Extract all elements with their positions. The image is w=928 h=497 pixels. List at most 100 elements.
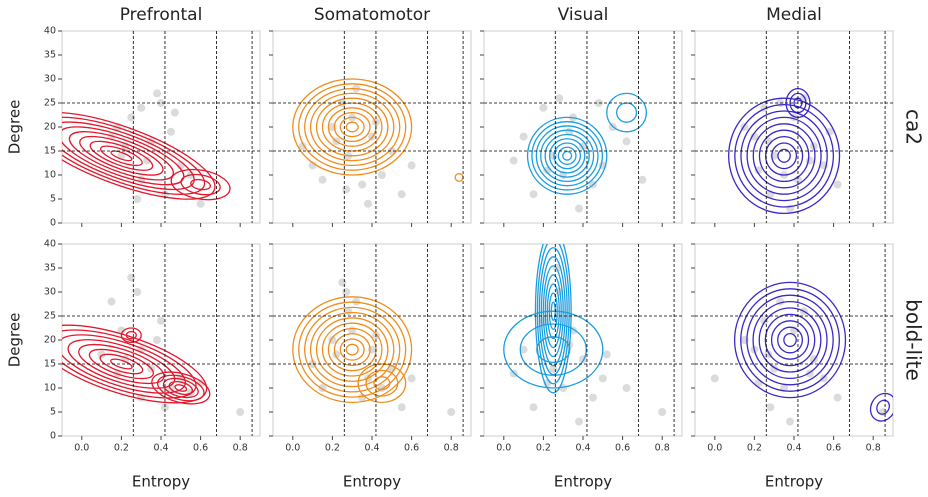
x-tick-label: 0.2 <box>747 443 762 454</box>
scatter-point <box>819 374 828 383</box>
scatter-point <box>97 350 106 359</box>
density-contour <box>869 392 893 422</box>
scatter-point <box>529 190 538 199</box>
scatter-point <box>160 403 169 412</box>
x-axis-label: Entropy <box>554 473 612 491</box>
density-contour <box>758 307 822 373</box>
panel-plot <box>710 281 893 426</box>
column-title: Visual <box>558 5 609 25</box>
scatter-point <box>344 307 353 316</box>
y-tick-label: 20 <box>44 335 56 346</box>
scatter-point <box>549 151 558 160</box>
density-contour <box>746 116 822 195</box>
density-contour <box>777 148 791 163</box>
density-contour <box>157 374 205 402</box>
scatter-point <box>196 199 205 208</box>
panel-plot <box>503 244 667 426</box>
y-tick-label: 15 <box>44 359 56 370</box>
density-contour <box>758 129 810 183</box>
density-contour <box>88 348 155 380</box>
density-contour <box>557 146 577 165</box>
column-title: Somatomotor <box>314 5 430 25</box>
density-contour <box>783 332 797 348</box>
column-title: Prefrontal <box>120 5 203 25</box>
density-contour <box>777 326 804 354</box>
density-contour <box>89 140 154 171</box>
density-contour <box>764 313 816 367</box>
x-tick-label: 0.8 <box>655 443 670 454</box>
density-contour <box>333 111 371 143</box>
density-contour <box>454 172 464 182</box>
scatter-point <box>107 297 116 306</box>
x-tick-label: 0.4 <box>153 443 168 454</box>
density-contour <box>373 376 391 391</box>
y-tick-label: 5 <box>50 194 56 205</box>
scatter-point <box>160 190 169 199</box>
scatter-point <box>638 175 647 184</box>
scatter-point <box>127 273 136 282</box>
panel-frame <box>272 30 472 224</box>
panel-plot <box>509 92 648 213</box>
scatter-point <box>509 156 518 165</box>
density-contour <box>503 310 604 389</box>
density-contour <box>151 371 211 405</box>
x-tick-label: 0.2 <box>536 443 551 454</box>
density-contour <box>544 133 590 178</box>
scatter-point <box>153 336 162 344</box>
density-contour <box>548 138 586 174</box>
y-tick-label: 35 <box>44 50 56 61</box>
density-contour <box>733 281 847 399</box>
density-contour <box>110 150 133 162</box>
x-tick-label: 0.0 <box>74 443 89 454</box>
scatter-point <box>133 195 142 203</box>
scatter-point <box>622 137 631 146</box>
density-contour <box>99 353 144 375</box>
y-axis-label: Degree <box>6 100 24 155</box>
scatter-point <box>157 316 165 325</box>
density-contour <box>174 384 188 392</box>
scatter-point <box>407 161 416 170</box>
panel-plot <box>292 78 464 208</box>
density-contour <box>309 92 395 162</box>
density-contour <box>345 343 359 356</box>
scatter-point <box>236 408 245 416</box>
density-contour <box>292 78 413 176</box>
density-contour <box>616 102 638 123</box>
x-tick-label: 0.4 <box>575 443 590 454</box>
scatter-point <box>196 379 205 388</box>
y-tick-label: 25 <box>44 311 56 322</box>
x-tick-label: 0.6 <box>615 443 630 454</box>
x-tick-label: 0.8 <box>866 443 881 454</box>
scatter-point <box>710 374 719 383</box>
scatter-point <box>575 204 584 213</box>
panel-frame <box>694 243 894 437</box>
density-contour <box>315 317 389 382</box>
scatter-point <box>658 408 667 416</box>
x-tick-label: 0.2 <box>114 443 129 454</box>
scatter-point <box>766 403 775 412</box>
x-tick-label: 0.0 <box>285 443 300 454</box>
scatter-point <box>133 288 142 296</box>
y-tick-label: 30 <box>44 287 56 298</box>
scatter-point <box>117 326 126 335</box>
scatter-point <box>364 199 373 208</box>
density-contour <box>62 111 216 200</box>
x-tick-label: 0.0 <box>496 443 511 454</box>
scatter-point <box>166 127 175 136</box>
y-tick-label: 15 <box>44 146 56 157</box>
density-contour <box>531 121 604 191</box>
column-title: Medial <box>766 5 822 25</box>
density-contour <box>734 103 835 208</box>
scatter-point <box>754 166 763 175</box>
density-contour <box>304 306 401 393</box>
y-tick-label: 5 <box>50 407 56 418</box>
density-contour <box>190 178 212 191</box>
density-contour <box>345 121 359 133</box>
density-contour <box>536 244 570 385</box>
density-contour <box>298 301 407 398</box>
density-contour <box>315 97 389 157</box>
scatter-point <box>318 175 327 184</box>
density-contour <box>62 121 195 191</box>
density-contour <box>740 288 840 392</box>
